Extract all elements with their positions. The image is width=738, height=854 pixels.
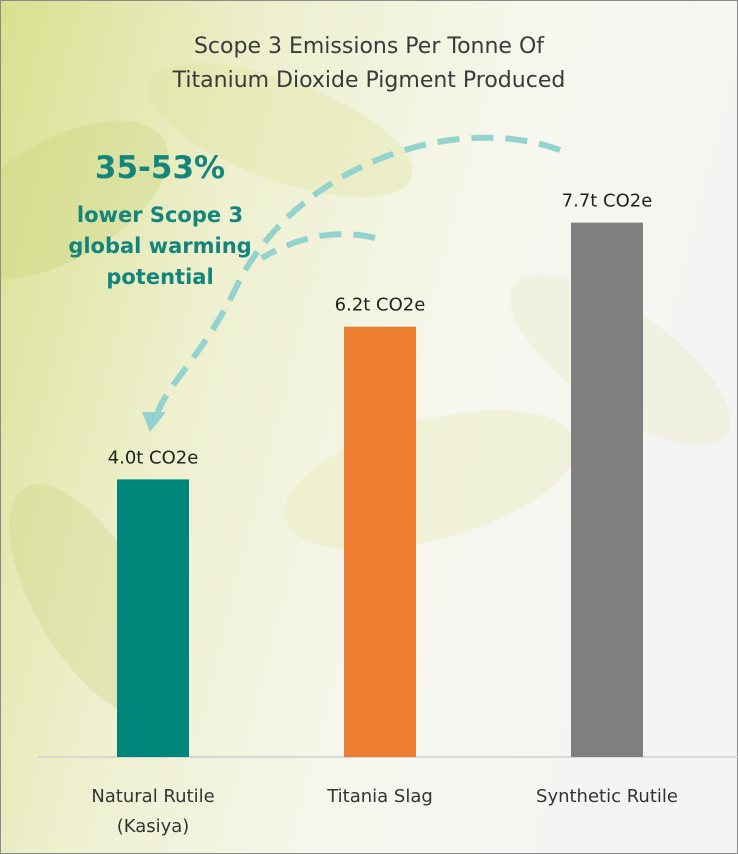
arrow-head (142, 412, 166, 432)
x-tick-label: Natural Rutile (Kasiya) (91, 786, 215, 837)
annotation: 35-53% (94, 150, 226, 186)
arrow (152, 134, 562, 421)
chart-title: Scope 3 Emissions Per Tonne Of Titanium … (172, 34, 566, 93)
bar (344, 326, 416, 757)
arrow (260, 231, 376, 261)
value-label: 6.2t CO2e (335, 295, 426, 316)
leaf (0, 120, 169, 280)
bars: 4.0t CO2e 6.2t CO2e 7.7t CO2e (108, 191, 653, 757)
value-label: 7.7t CO2e (562, 191, 653, 212)
annotation: lower Scope 3 global warming potential (68, 203, 252, 289)
bar (117, 479, 189, 757)
bar (571, 222, 643, 757)
value-label: 4.0t CO2e (108, 447, 199, 468)
x-tick-label: Synthetic Rutile (536, 786, 678, 807)
x-tick-label: Titania Slag (327, 786, 433, 807)
leaf (147, 62, 413, 198)
